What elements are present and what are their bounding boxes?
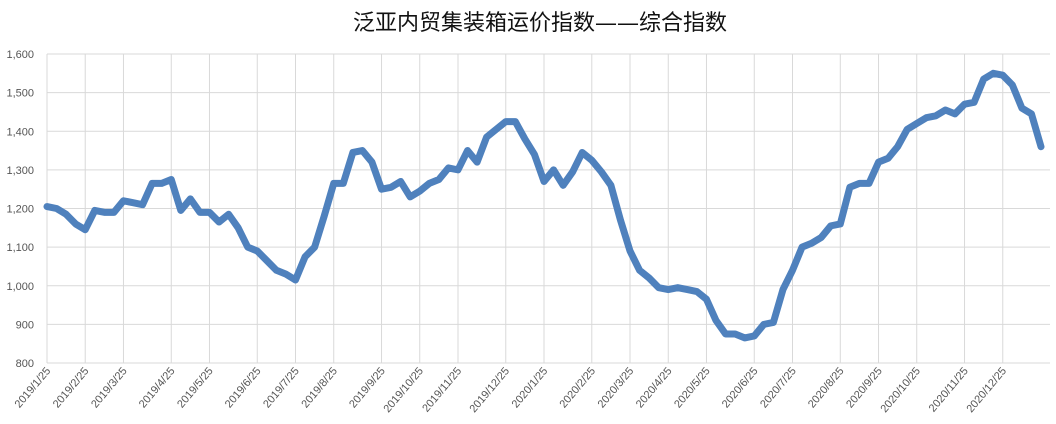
x-tick-label: 2020/10/25 xyxy=(878,365,923,415)
y-tick-label: 800 xyxy=(16,358,34,370)
x-tick-label: 2019/3/25 xyxy=(89,365,130,410)
y-tick-label: 900 xyxy=(16,319,34,331)
x-tick-label: 2020/4/25 xyxy=(634,365,675,410)
data-line xyxy=(43,69,1045,342)
x-tick-label: 2019/6/25 xyxy=(223,365,264,410)
x-tick-label: 2019/7/25 xyxy=(261,365,302,410)
x-tick-label: 2019/2/25 xyxy=(51,365,92,410)
chart-title: 泛亚内贸集装箱运价指数——综合指数 xyxy=(353,11,727,36)
x-tick-label: 2019/12/25 xyxy=(467,365,512,415)
y-tick-label: 1,200 xyxy=(6,204,34,216)
x-tick-label: 2019/8/25 xyxy=(299,365,340,410)
x-tick-label: 2020/12/25 xyxy=(964,365,1009,415)
x-tick-label: 2019/5/25 xyxy=(175,365,216,410)
y-tick-label: 1,300 xyxy=(6,165,34,177)
x-tick-label: 2019/4/25 xyxy=(137,365,178,410)
x-tick-label: 2020/9/25 xyxy=(844,365,885,410)
x-tick-label: 2020/6/25 xyxy=(720,365,761,410)
x-tick-label: 2020/5/25 xyxy=(672,365,713,410)
x-tick-label: 2019/10/25 xyxy=(381,365,426,415)
y-tick-label: 1,000 xyxy=(6,281,34,293)
y-tick-label: 1,500 xyxy=(6,88,34,100)
x-tick-label: 2020/1/25 xyxy=(510,365,551,410)
x-tick-label: 2019/9/25 xyxy=(347,365,388,410)
x-tick-label: 2020/2/25 xyxy=(557,365,598,410)
x-tick-label: 2020/8/25 xyxy=(806,365,847,410)
x-tick-label: 2020/3/25 xyxy=(596,365,637,410)
y-tick-label: 1,600 xyxy=(6,49,34,61)
x-tick-label: 2019/11/25 xyxy=(420,365,464,414)
x-tick-label: 2019/1/25 xyxy=(13,365,54,410)
y-tick-label: 1,400 xyxy=(6,126,34,138)
y-tick-label: 1,100 xyxy=(6,242,34,254)
x-tick-label: 2020/7/25 xyxy=(758,365,799,410)
